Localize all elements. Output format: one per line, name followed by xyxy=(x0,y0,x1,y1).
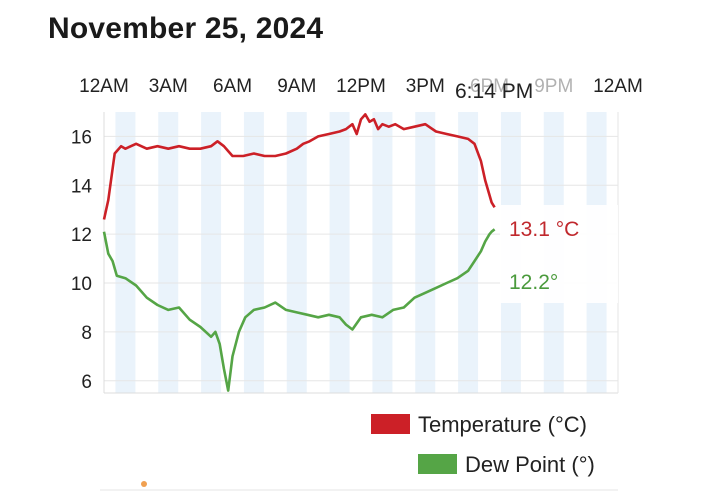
x-tick-label: 12PM xyxy=(336,76,386,97)
x-axis-ticks: 12AM 3AM 6AM 9AM 12PM 3PM 6PM 9PM 12AM xyxy=(79,76,643,97)
time-band xyxy=(329,112,350,393)
legend-temperature-label: Temperature (°C) xyxy=(418,412,587,437)
y-tick-label: 12 xyxy=(71,225,92,246)
x-tick-label: 6PM xyxy=(470,76,509,97)
time-band xyxy=(201,112,222,393)
dew-point-series-line xyxy=(102,228,496,392)
x-tick-label: 3PM xyxy=(406,76,445,97)
chart-grid xyxy=(103,112,619,394)
y-tick-label: 14 xyxy=(71,176,93,197)
legend-temperature-swatch xyxy=(371,414,410,434)
y-axis-ticks: 6 8 10 12 14 16 xyxy=(71,127,93,392)
y-tick-label: 16 xyxy=(71,127,92,148)
time-band xyxy=(243,112,264,393)
x-tick-label: 6AM xyxy=(213,76,252,97)
x-tick-label: 3AM xyxy=(149,76,188,97)
time-band xyxy=(458,112,479,393)
time-band xyxy=(372,112,393,393)
dew-point-readout: 12.2° xyxy=(509,271,558,294)
time-band xyxy=(415,112,436,393)
legend-dew-point-label: Dew Point (°) xyxy=(465,452,595,477)
temperature-readout: 13.1 °C xyxy=(509,218,579,241)
legend-dew-point-swatch xyxy=(418,454,457,474)
x-tick-label: 9AM xyxy=(277,76,316,97)
next-chart-marker xyxy=(141,481,147,487)
x-tick-label: 9PM xyxy=(534,76,573,97)
y-tick-label: 10 xyxy=(71,274,92,295)
time-band xyxy=(115,112,136,393)
x-tick-label: 12AM xyxy=(79,76,129,97)
next-chart-peek xyxy=(100,481,618,491)
y-tick-label: 8 xyxy=(81,323,92,344)
legend: Temperature (°C) Dew Point (°) xyxy=(371,412,595,477)
time-band xyxy=(158,112,179,393)
current-time-label: 6:14 PM xyxy=(455,80,533,103)
y-tick-label: 6 xyxy=(81,372,92,393)
readout-backdrop xyxy=(500,205,618,303)
night-bands xyxy=(115,112,607,393)
page-title: November 25, 2024 xyxy=(48,12,324,45)
time-band xyxy=(286,112,307,393)
x-tick-label: 12AM xyxy=(593,76,643,97)
temperature-series-line xyxy=(102,113,496,220)
